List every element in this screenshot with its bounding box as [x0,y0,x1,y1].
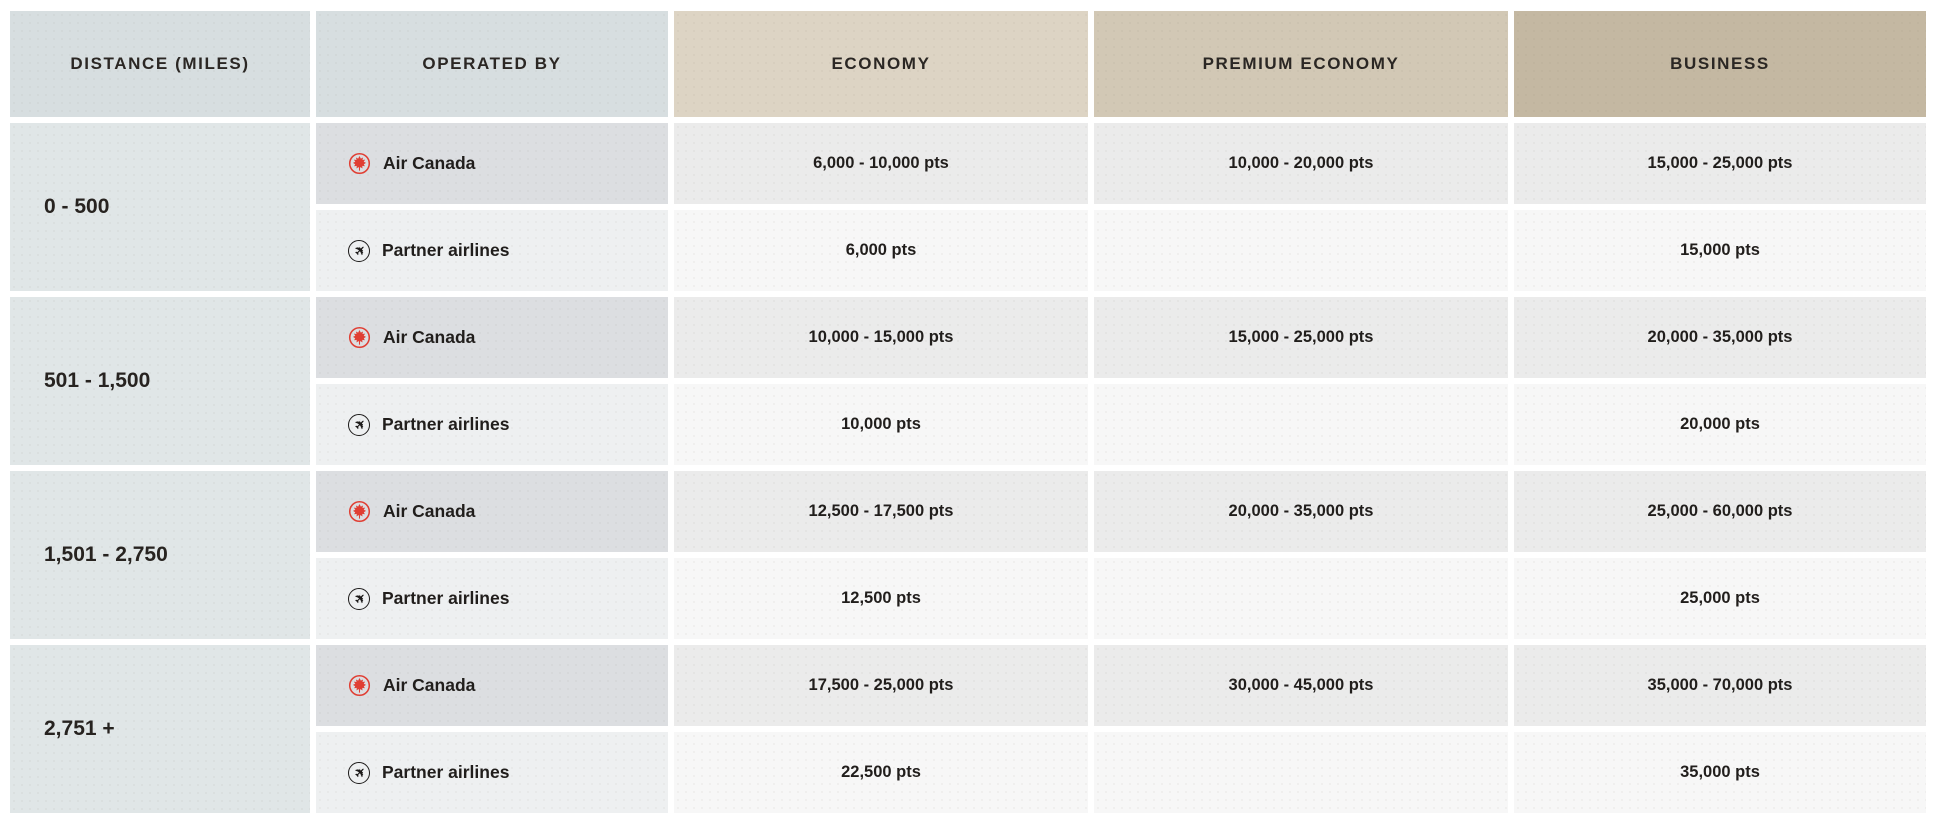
partner-plane-icon: ✈ [348,239,370,262]
operator-label: Air Canada [383,675,476,695]
operator-label: Partner airlines [382,588,510,608]
economy-cell: 12,500 - 17,500 pts [674,471,1088,552]
premium-economy-cell [1094,732,1508,813]
premium-economy-cell [1094,384,1508,465]
economy-cell: 10,000 pts [674,384,1088,465]
business-cell: 25,000 pts [1514,558,1926,639]
economy-cell: 6,000 pts [674,210,1088,291]
column-header-premium-economy: PREMIUM ECONOMY [1094,11,1508,117]
column-header-economy: ECONOMY [674,11,1088,117]
operator-cell-air-canada: Air Canada [316,645,668,726]
distance-cell: 2,751 + [10,645,310,813]
distance-cell: 1,501 - 2,750 [10,471,310,639]
operator-cell-partner: ✈ Partner airlines [316,558,668,639]
premium-economy-cell: 15,000 - 25,000 pts [1094,297,1508,378]
operator-label: Partner airlines [382,762,510,782]
operator-cell-air-canada: Air Canada [316,123,668,204]
air-canada-rondelle-icon [348,500,371,523]
premium-economy-cell: 30,000 - 45,000 pts [1094,645,1508,726]
column-header-distance: DISTANCE (MILES) [10,11,310,117]
partner-plane-icon: ✈ [348,413,370,436]
air-canada-rondelle-icon [348,152,371,175]
business-cell: 35,000 - 70,000 pts [1514,645,1926,726]
column-header-operated-by: OPERATED BY [316,11,668,117]
operator-label: Air Canada [383,327,476,347]
business-cell: 15,000 pts [1514,210,1926,291]
premium-economy-cell [1094,210,1508,291]
business-cell: 15,000 - 25,000 pts [1514,123,1926,204]
business-cell: 20,000 - 35,000 pts [1514,297,1926,378]
reward-pricing-table: DISTANCE (MILES) OPERATED BY ECONOMY PRE… [10,11,1926,813]
business-cell: 25,000 - 60,000 pts [1514,471,1926,552]
economy-cell: 10,000 - 15,000 pts [674,297,1088,378]
column-header-business: BUSINESS [1514,11,1926,117]
partner-plane-icon: ✈ [348,761,370,784]
premium-economy-cell: 10,000 - 20,000 pts [1094,123,1508,204]
distance-cell: 501 - 1,500 [10,297,310,465]
economy-cell: 6,000 - 10,000 pts [674,123,1088,204]
operator-cell-partner: ✈ Partner airlines [316,210,668,291]
economy-cell: 22,500 pts [674,732,1088,813]
operator-label: Partner airlines [382,414,510,434]
distance-cell: 0 - 500 [10,123,310,291]
economy-cell: 17,500 - 25,000 pts [674,645,1088,726]
premium-economy-cell: 20,000 - 35,000 pts [1094,471,1508,552]
operator-label: Partner airlines [382,240,510,260]
economy-cell: 12,500 pts [674,558,1088,639]
operator-label: Air Canada [383,153,476,173]
operator-cell-partner: ✈ Partner airlines [316,732,668,813]
operator-cell-partner: ✈ Partner airlines [316,384,668,465]
partner-plane-icon: ✈ [348,587,370,610]
premium-economy-cell [1094,558,1508,639]
operator-cell-air-canada: Air Canada [316,471,668,552]
business-cell: 20,000 pts [1514,384,1926,465]
operator-cell-air-canada: Air Canada [316,297,668,378]
operator-label: Air Canada [383,501,476,521]
business-cell: 35,000 pts [1514,732,1926,813]
air-canada-rondelle-icon [348,674,371,697]
air-canada-rondelle-icon [348,326,371,349]
